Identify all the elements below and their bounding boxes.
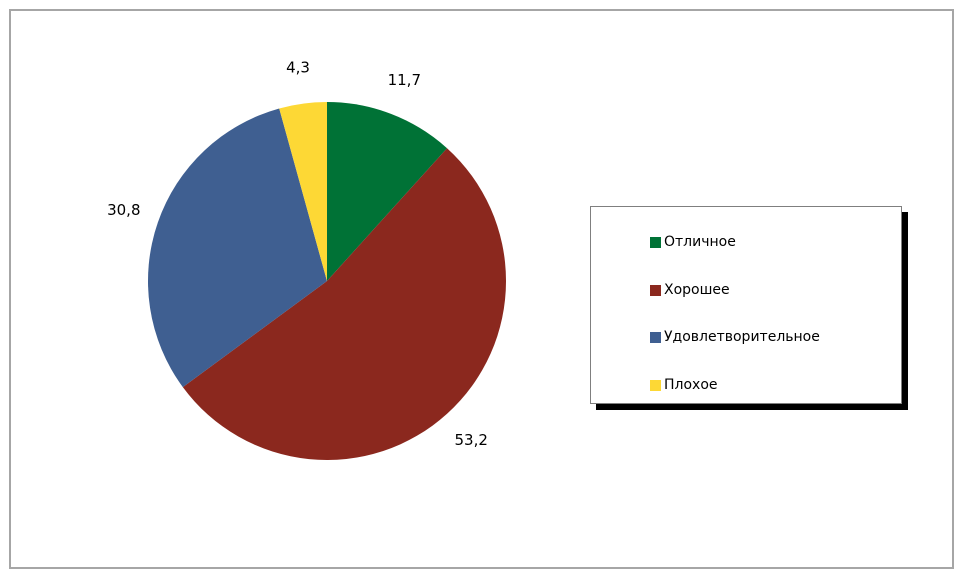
legend-swatch-excellent: [650, 236, 661, 248]
data-label-satisfactory: 30,8: [107, 201, 140, 219]
slice-excellent: [327, 102, 448, 281]
data-label-good: 53,2: [454, 431, 487, 449]
legend-label-satisfactory: Удовлетворительное: [664, 329, 820, 345]
legend-item-satisfactory: Удовлетворительное: [650, 327, 820, 347]
legend: Отличное Хорошее Удовлетворительное Плох…: [590, 206, 902, 404]
legend-label-excellent: Отличное: [664, 234, 736, 250]
data-label-excellent: 11,7: [388, 71, 421, 89]
legend-item-poor: Плохое: [650, 375, 718, 395]
legend-swatch-satisfactory: [650, 331, 661, 343]
legend-item-excellent: Отличное: [650, 232, 736, 252]
pie-slices: [147, 102, 507, 461]
legend-label-good: Хорошее: [664, 282, 730, 298]
pie-data-labels: 11,7 53,2 30,8 4,3: [107, 59, 488, 450]
legend-label-poor: Плохое: [664, 377, 718, 393]
slice-good: [182, 148, 507, 461]
legend-swatch-poor: [650, 379, 661, 391]
legend-item-good: Хорошее: [650, 280, 730, 300]
legend-swatch-good: [650, 284, 661, 296]
slice-poor: [279, 102, 327, 281]
data-label-poor: 4,3: [286, 59, 310, 77]
slice-satisfactory: [147, 108, 327, 388]
